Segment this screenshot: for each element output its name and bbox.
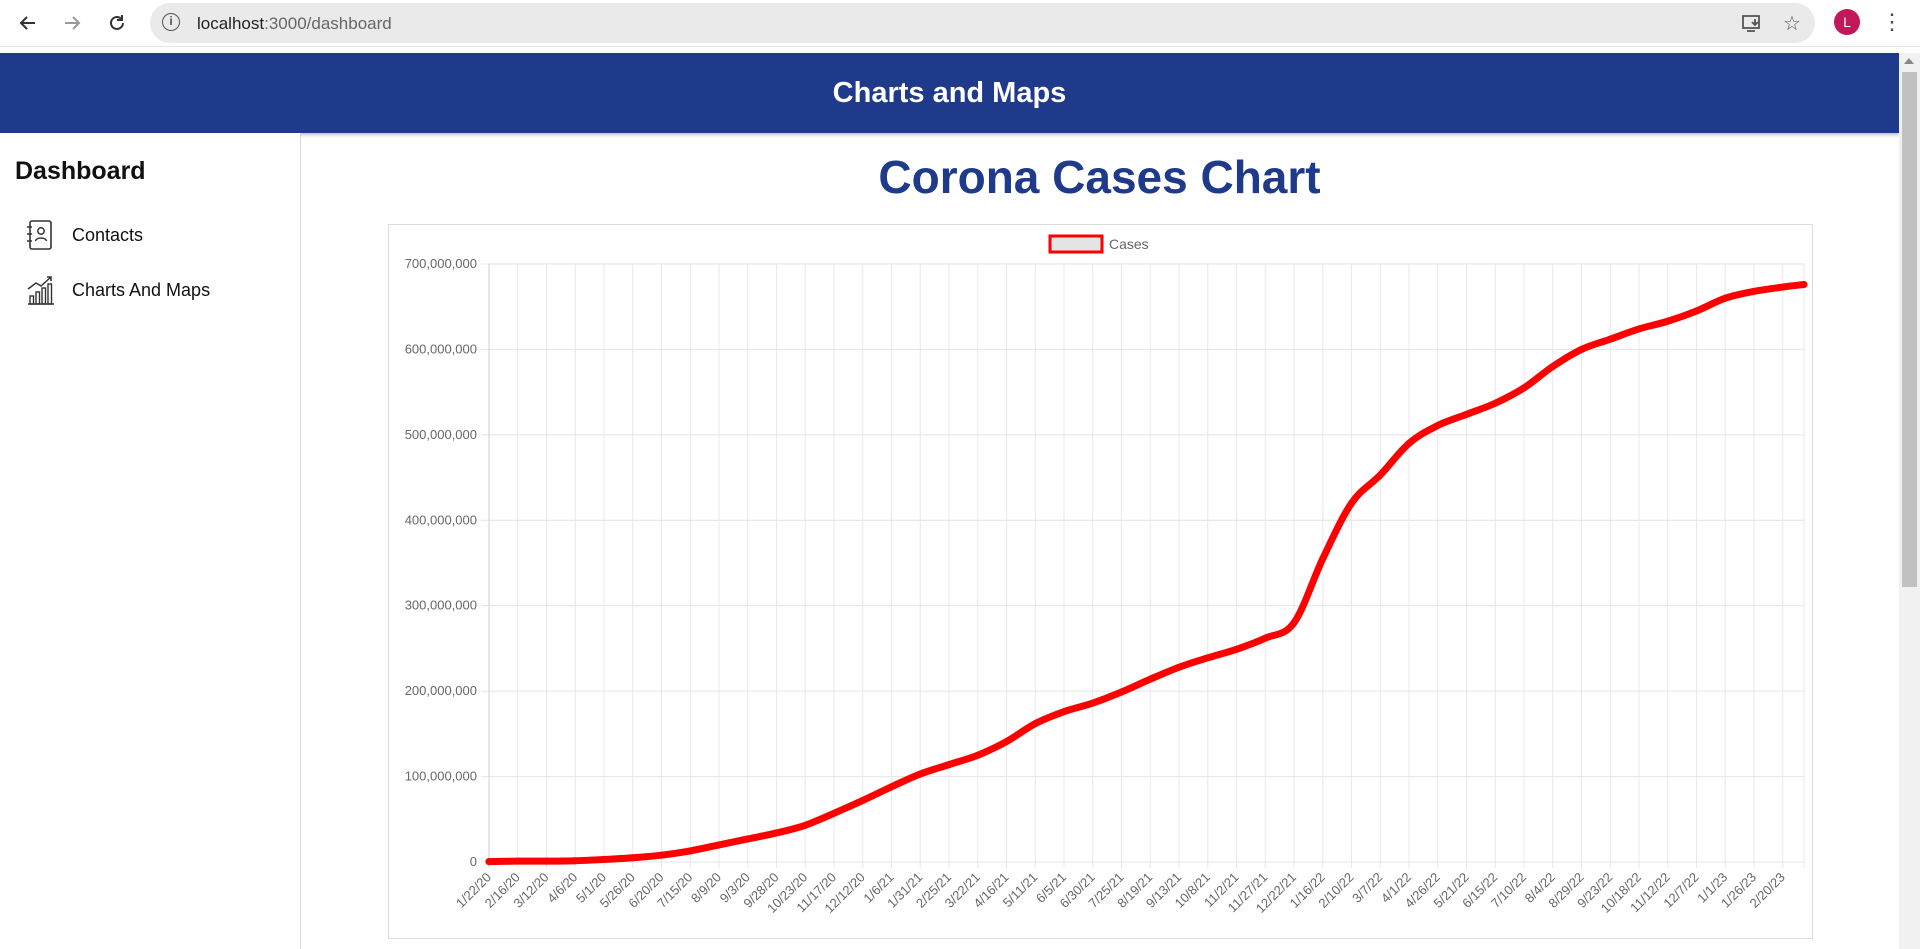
cases-data-point — [1003, 738, 1010, 746]
cases-data-point — [1463, 410, 1470, 418]
cases-data-point — [686, 847, 694, 855]
page-scrollbar[interactable] — [1899, 53, 1920, 949]
y-tick-label: 600,000,000 — [405, 341, 477, 356]
more-menu-icon[interactable]: ⋮ — [1881, 9, 1903, 34]
cases-data-point — [859, 796, 867, 804]
url-path: :3000/dashboard — [264, 14, 392, 33]
cases-data-point — [974, 751, 982, 759]
cases-data-point — [945, 761, 953, 769]
cases-data-point — [715, 841, 723, 849]
back-arrow-icon[interactable] — [12, 7, 44, 39]
cases-data-point — [744, 835, 752, 843]
cases-data-point — [1376, 471, 1384, 479]
cases-data-point — [629, 854, 637, 862]
cases-data-point — [1319, 555, 1327, 563]
legend-swatch — [1048, 234, 1104, 254]
cases-data-point — [1664, 317, 1672, 325]
scroll-up-arrow-icon[interactable] — [1904, 58, 1914, 64]
url-host: localhost — [197, 14, 265, 33]
cases-data-point — [1578, 345, 1585, 353]
cases-data-point — [1693, 307, 1700, 315]
scrollbar-thumb[interactable] — [1902, 72, 1917, 587]
y-tick-label: 200,000,000 — [405, 683, 477, 698]
cases-data-point — [1348, 499, 1355, 507]
sidebar-item-charts-and-maps[interactable]: Charts And Maps — [25, 272, 285, 308]
cases-data-point — [1146, 675, 1154, 683]
cases-data-point — [600, 855, 608, 863]
app-title: Charts and Maps — [832, 76, 1067, 109]
cases-data-point — [1800, 281, 1808, 289]
sidebar-item-label: Contacts — [72, 224, 144, 245]
legend-label-cases: Cases — [1109, 236, 1149, 252]
x-tick-label: 4/6/20 — [544, 870, 580, 906]
x-tick-label: 8/9/20 — [688, 870, 724, 906]
profile-avatar[interactable]: L — [1834, 9, 1860, 35]
cases-data-point — [1520, 384, 1528, 392]
y-tick-label: 500,000,000 — [405, 427, 477, 442]
cases-data-point — [830, 809, 838, 817]
cases-line-chart: 0 100,000,000 200,000,000 300,000,000 400,00… — [405, 234, 1808, 916]
address-bar[interactable]: i localhost:3000/dashboard ☆ — [150, 3, 1815, 43]
cases-data-point — [514, 857, 522, 865]
chart-title: Corona Cases Chart — [878, 151, 1321, 203]
bookmark-star-icon[interactable]: ☆ — [1783, 12, 1801, 35]
cases-data-point — [1549, 363, 1557, 371]
cases-data-point — [773, 829, 780, 837]
cases-data-point — [1750, 287, 1758, 295]
cases-data-point — [485, 858, 493, 866]
y-tick-label: 300,000,000 — [405, 598, 477, 613]
forward-arrow-icon[interactable] — [56, 7, 88, 39]
cases-data-point — [916, 770, 924, 778]
cases-data-point — [1118, 688, 1125, 696]
reload-icon[interactable] — [101, 7, 133, 39]
chart-container — [388, 224, 1813, 939]
cases-data-point — [1261, 634, 1269, 642]
y-tick-label: 400,000,000 — [405, 512, 477, 527]
sidebar-title: Dashboard — [15, 157, 146, 185]
cases-data-point — [1233, 645, 1240, 653]
cases-data-point — [1606, 335, 1614, 343]
cases-data-point — [1405, 439, 1413, 447]
cases-data-point — [543, 857, 550, 865]
bar-chart-trend-icon — [27, 276, 54, 305]
url-text[interactable]: localhost:3000/dashboard — [197, 14, 392, 34]
cases-data-point — [801, 821, 809, 829]
y-tick-label: 100,000,000 — [405, 769, 477, 784]
cases-data-point — [658, 851, 665, 859]
x-tick-label: 3/7/22 — [1349, 870, 1385, 906]
y-tick-label: 0 — [470, 854, 477, 869]
cases-data-point — [1779, 283, 1787, 291]
cases-data-point — [1491, 399, 1499, 407]
app-header: Charts and Maps — [0, 53, 1899, 133]
site-info-icon[interactable]: i — [162, 13, 180, 31]
install-app-icon[interactable] — [1740, 11, 1764, 35]
cases-data-point — [1204, 654, 1212, 662]
cases-data-point — [1031, 720, 1039, 728]
browser-toolbar: i localhost:3000/dashboard ☆ L ⋮ — [0, 0, 1920, 47]
contacts-book-icon — [27, 220, 52, 250]
cases-data-point — [1721, 294, 1729, 302]
cases-data-point — [571, 857, 579, 865]
cases-data-point — [1089, 699, 1097, 707]
sidebar: Dashboard Contacts Charts And Maps — [0, 133, 301, 949]
cases-data-point — [1060, 708, 1068, 716]
cases-data-point — [1434, 421, 1442, 429]
cases-data-point — [1290, 619, 1298, 627]
cases-data-point — [1635, 325, 1643, 333]
y-tick-label: 700,000,000 — [405, 256, 477, 271]
sidebar-item-label: Charts And Maps — [72, 279, 211, 300]
cases-series-line — [485, 281, 1808, 866]
cases-data-point — [888, 783, 895, 791]
sidebar-item-contacts[interactable]: Contacts — [25, 217, 285, 253]
cases-data-point — [1175, 663, 1183, 671]
